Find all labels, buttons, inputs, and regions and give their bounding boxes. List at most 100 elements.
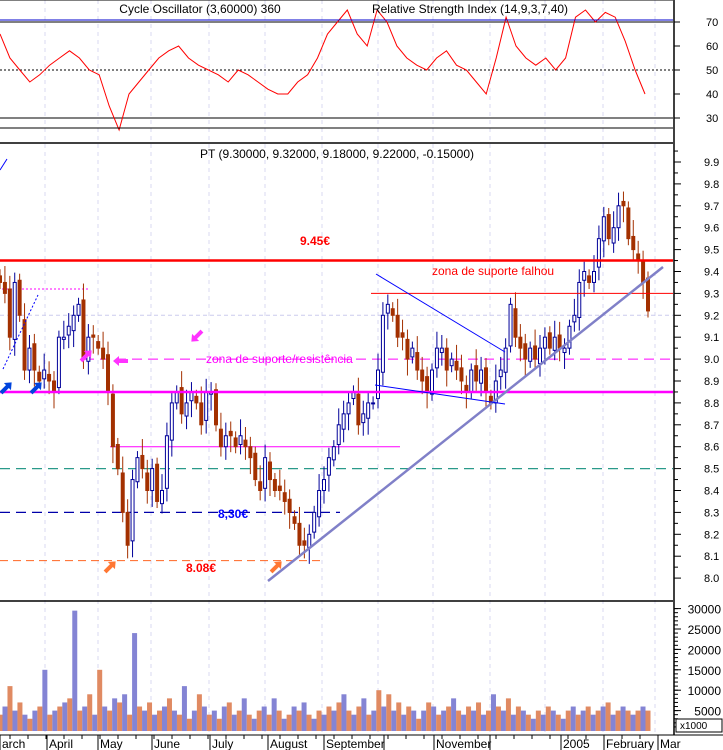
volume-bar <box>605 702 611 731</box>
candle-up <box>317 490 322 518</box>
uptrend-line <box>267 266 664 582</box>
candle-up <box>263 457 268 489</box>
candle-down <box>233 437 238 448</box>
candle-down <box>518 336 523 349</box>
volume-bar <box>132 633 138 731</box>
price-tick-label: 8.6 <box>704 442 719 454</box>
volume-bar <box>147 702 153 731</box>
candle-up <box>469 369 474 393</box>
volume-bar <box>575 714 581 731</box>
candle-up <box>160 490 164 505</box>
candle-up <box>76 303 81 316</box>
volume-bar <box>426 702 432 731</box>
candle-up <box>174 391 179 404</box>
volume-bar <box>590 714 596 731</box>
candle-down <box>606 214 611 240</box>
volume-bar <box>560 718 566 731</box>
volume-bar <box>351 714 357 731</box>
arrow-down-left-icon <box>191 329 204 342</box>
volume-bar <box>201 706 207 731</box>
oscillator-panel <box>0 8 673 132</box>
candle-down <box>214 389 218 426</box>
candle-down <box>474 365 479 382</box>
volume-bar <box>630 714 636 731</box>
volume-bar <box>2 706 8 731</box>
candle-up <box>223 435 228 448</box>
price-title: PT (9.30000, 9.32000, 9.18000, 9.22000, … <box>200 147 474 161</box>
candle-down <box>218 428 223 448</box>
candle-down <box>243 439 248 448</box>
candle-up <box>538 347 542 364</box>
candle-down <box>106 354 110 393</box>
price-tick-label: 9.8 <box>704 179 719 191</box>
annotations: Cycle Oscillator (3,60000) 360 Relative … <box>0 2 568 575</box>
price-tick-label: 9.4 <box>704 267 719 279</box>
volume-bar <box>446 706 452 731</box>
zone-label: zona de suporte/resistência <box>206 352 353 366</box>
volume-tick-label: 5000 <box>694 705 721 719</box>
volume-bar <box>62 702 68 731</box>
candle-down <box>587 275 592 283</box>
oscillator-title-overlap: Relative Strength Index (14,9,3,7,40) <box>372 2 568 16</box>
candle-up <box>449 358 454 367</box>
volume-bar <box>181 686 187 731</box>
volume-bar <box>481 714 487 731</box>
volume-bar <box>336 702 342 731</box>
candle-down <box>101 347 106 360</box>
volume-bar <box>545 706 551 731</box>
volume-bar <box>246 714 252 731</box>
candle-down <box>248 446 253 459</box>
volume-bar <box>142 710 148 731</box>
volume-bar <box>296 710 302 731</box>
volume-bar <box>107 710 113 731</box>
candle-down <box>22 319 27 371</box>
candle-up <box>71 314 76 332</box>
x-axis-label: June <box>154 737 180 750</box>
volume-bar <box>306 714 312 731</box>
volume-bar <box>261 706 267 731</box>
price-tick-label: 9.3 <box>704 288 719 300</box>
x-axis-label: May <box>100 737 123 750</box>
volume-bar <box>585 706 591 731</box>
volume-bar <box>595 710 601 731</box>
volume-unit-box <box>675 718 723 733</box>
volume-bar <box>505 698 511 731</box>
volume-tick-label: 20000 <box>688 643 722 657</box>
candle-up <box>27 347 32 371</box>
volume-bar <box>451 698 457 731</box>
volume-bar <box>0 714 3 731</box>
volume-bar <box>251 718 257 731</box>
volume-panel <box>0 610 651 731</box>
price-tick-label: 8.8 <box>704 398 719 410</box>
price-tick-label: 8.4 <box>704 486 719 498</box>
volume-tick-label: 30000 <box>688 603 722 617</box>
volume-bar <box>570 706 576 731</box>
candle-down <box>557 334 562 349</box>
volume-bar <box>12 710 18 731</box>
candle-up <box>346 402 351 415</box>
volume-bar <box>361 698 367 731</box>
price-tick-label: 9.5 <box>704 245 719 257</box>
volume-bar <box>122 694 128 731</box>
volume-bar <box>510 714 516 731</box>
candle-down <box>194 395 199 404</box>
trend-line-topleft <box>0 158 8 171</box>
volume-bar <box>490 694 496 731</box>
volume-bar <box>331 710 337 731</box>
level-808-label: 8.08€ <box>186 561 216 575</box>
volume-bar <box>565 710 571 731</box>
candle-down <box>646 277 650 312</box>
volume-bar <box>326 706 332 731</box>
price-tick-label: 9.0 <box>704 354 719 366</box>
candle-up <box>169 402 174 441</box>
volume-bar <box>411 710 417 731</box>
volume-bar <box>371 710 377 731</box>
volume-bar <box>525 714 531 731</box>
candle-up <box>204 391 209 421</box>
candle-down <box>140 454 145 470</box>
volume-bar <box>166 698 172 731</box>
osc-line <box>0 8 646 132</box>
candle-up <box>528 347 533 362</box>
volume-bar <box>431 706 437 731</box>
volume-bar <box>406 706 412 731</box>
